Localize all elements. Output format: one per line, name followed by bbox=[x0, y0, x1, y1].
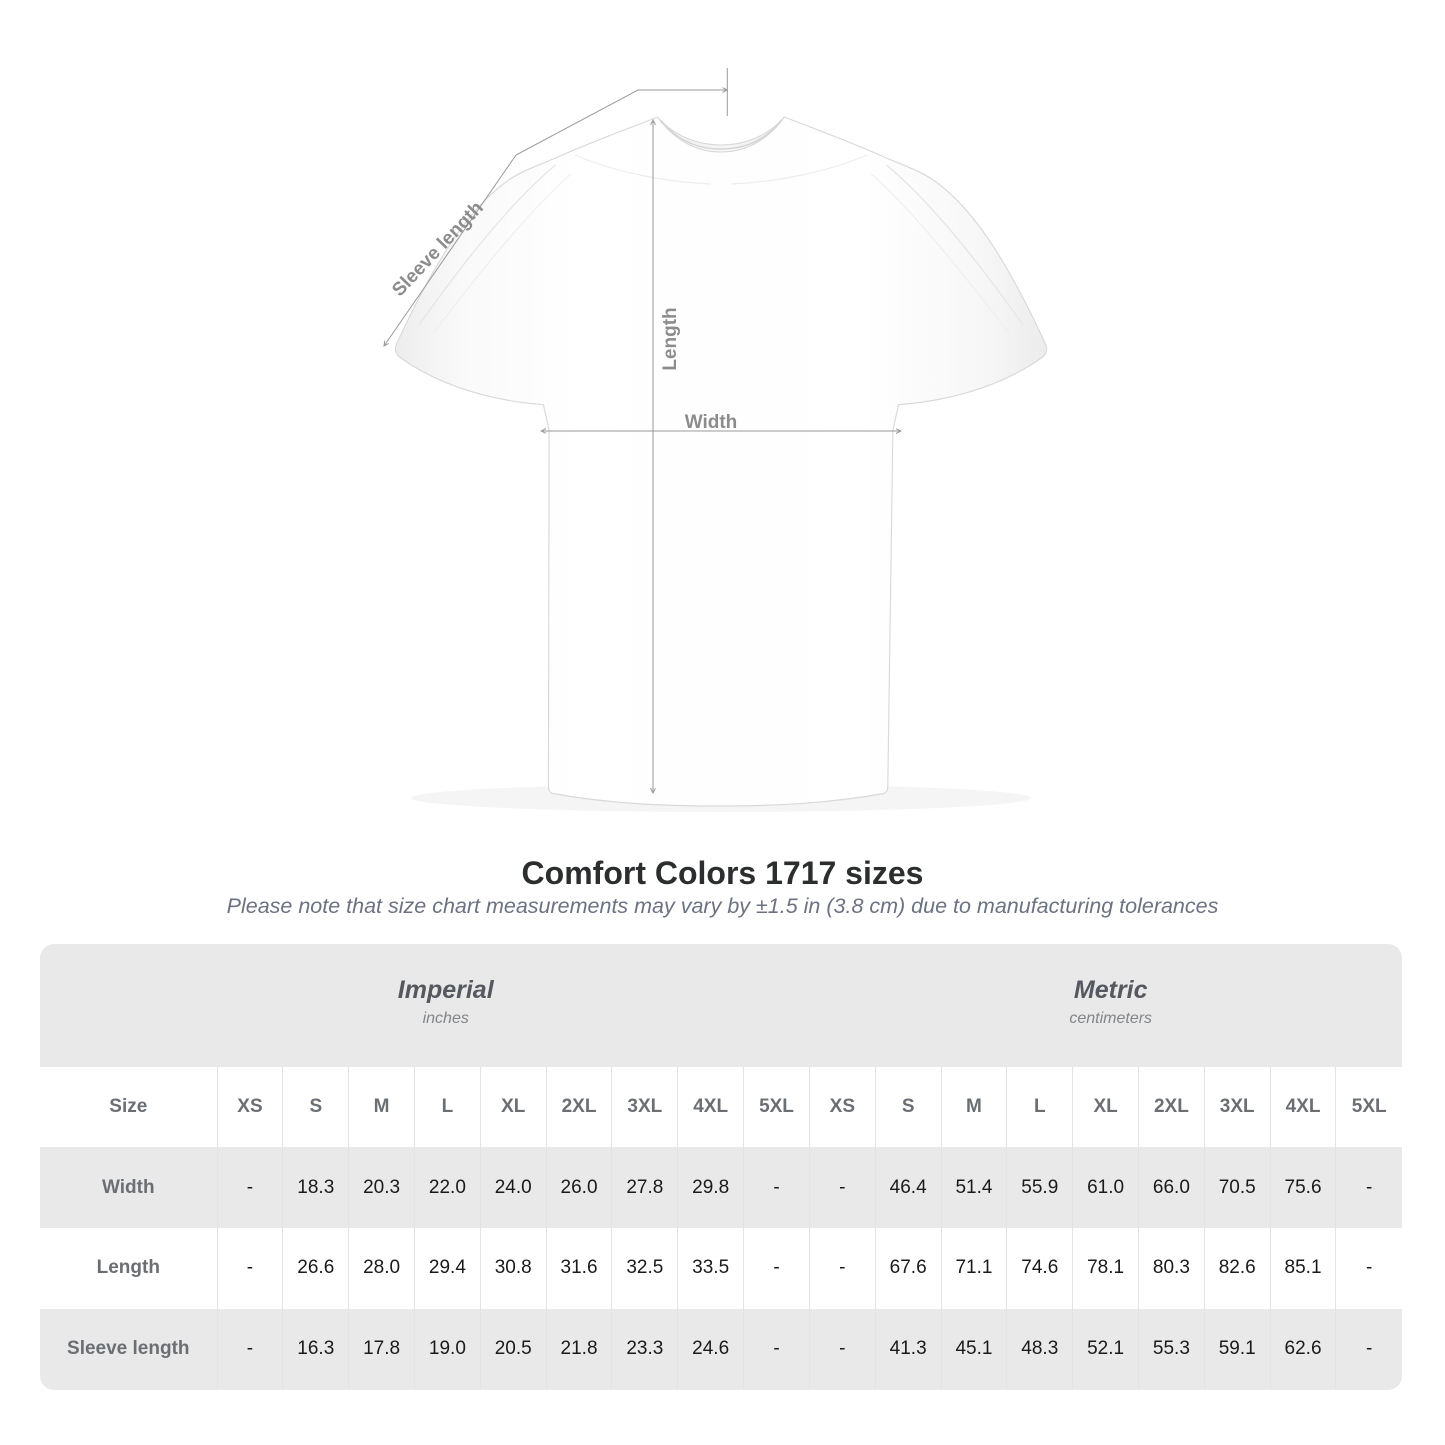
svg-text:Width: Width bbox=[685, 412, 738, 433]
svg-text:Length: Length bbox=[660, 307, 681, 370]
